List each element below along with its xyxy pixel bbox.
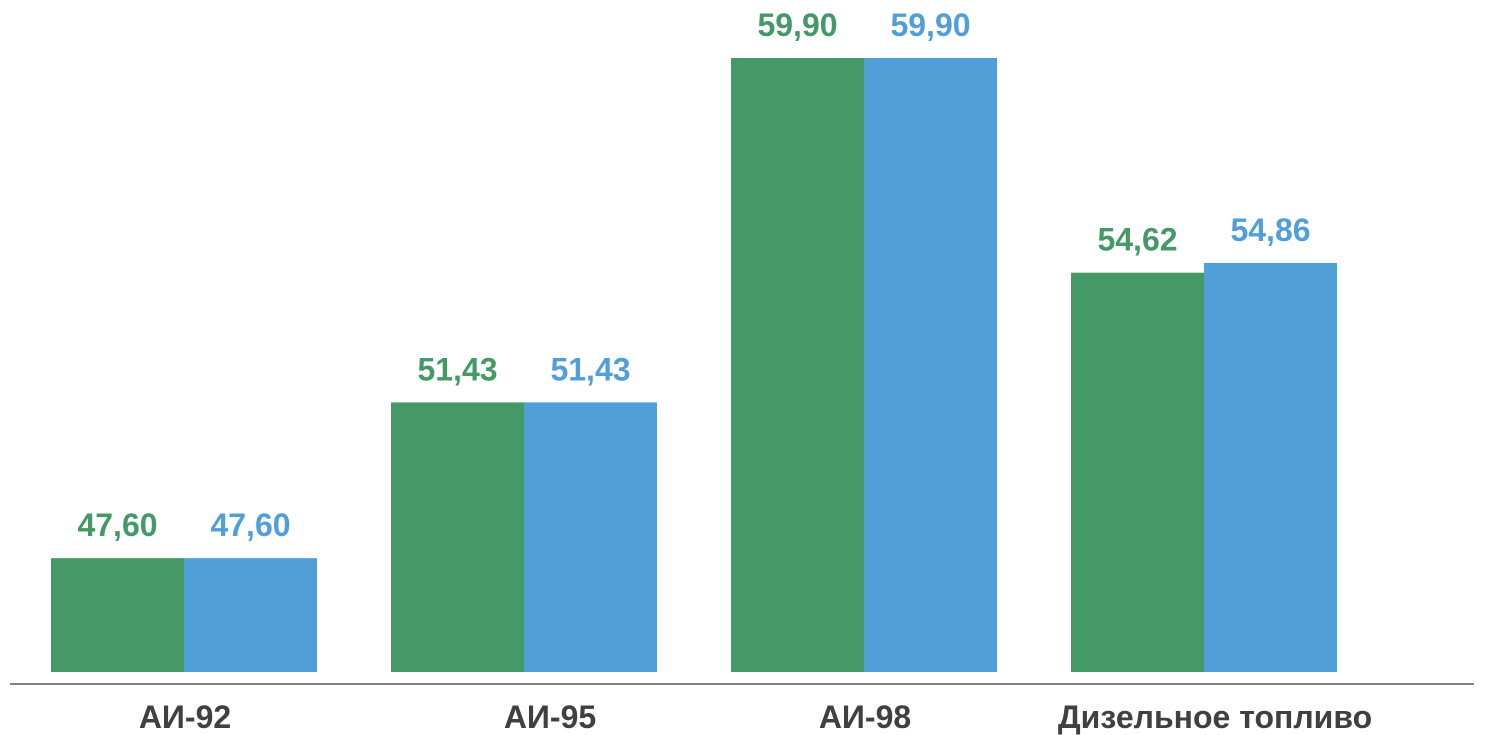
bar-1-series-2	[184, 558, 317, 672]
bar-2-series-1	[391, 402, 524, 672]
bar-3-series-1	[731, 58, 864, 672]
value-label-4-series-1: 54,62	[1097, 222, 1177, 258]
bar-4-series-1	[1071, 272, 1204, 672]
value-label-1-series-1: 47,60	[77, 507, 157, 543]
value-label-1-series-2: 47,60	[210, 507, 290, 543]
value-labels-layer: 47,60 47,60 51,43 51,43 59,90 59,90 54,62 54,86	[77, 7, 1310, 543]
category-label-2: АИ-95	[504, 699, 596, 735]
bars-layer	[51, 58, 1337, 672]
category-label-1: АИ-92	[139, 699, 231, 735]
category-label-4: Дизельное топливо	[1058, 699, 1372, 735]
value-label-2-series-1: 51,43	[417, 351, 497, 387]
value-label-3-series-2: 59,90	[890, 7, 970, 43]
value-label-3-series-1: 59,90	[757, 7, 837, 43]
category-labels-layer: АИ-92 АИ-95 АИ-98 Дизельное топливо	[139, 699, 1372, 735]
bar-4-series-2	[1204, 262, 1337, 672]
bar-3-series-2	[864, 58, 997, 672]
bar-2-series-2	[524, 402, 657, 672]
value-label-4-series-2: 54,86	[1230, 212, 1310, 248]
category-label-3: АИ-98	[819, 699, 911, 735]
value-label-2-series-2: 51,43	[550, 351, 630, 387]
bar-1-series-1	[51, 558, 184, 672]
